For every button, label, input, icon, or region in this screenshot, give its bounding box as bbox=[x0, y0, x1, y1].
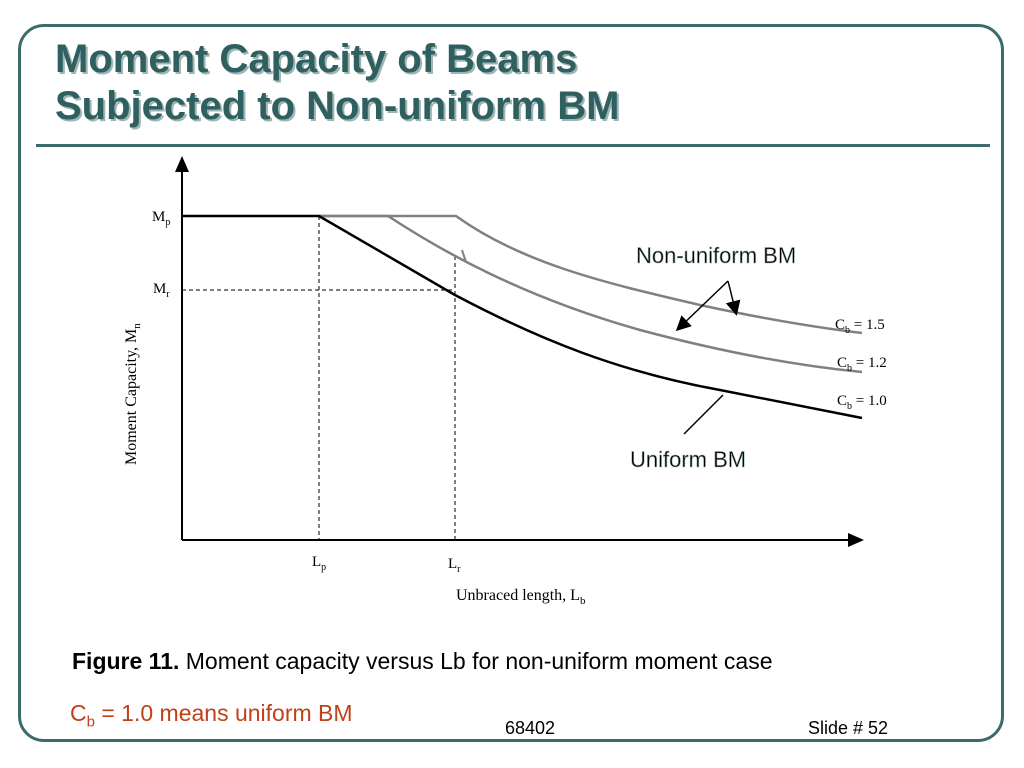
curve-cb-1-5 bbox=[319, 214, 863, 335]
cb-note: Cb = 1.0 means uniform BM bbox=[70, 700, 353, 731]
curve-cb-1-2 bbox=[319, 214, 863, 374]
nonuniform-bm-label: Non-uniform BM bbox=[636, 243, 796, 268]
x-axis-label: Unbraced length, Lb bbox=[456, 587, 586, 607]
mp-label: Mp bbox=[152, 209, 170, 228]
x-axis-arrow-icon bbox=[848, 533, 864, 547]
curve-tick-mark bbox=[461, 249, 467, 263]
slide-frame bbox=[18, 24, 1004, 742]
title-rule bbox=[36, 144, 990, 147]
nonuniform-arrow-2 bbox=[725, 280, 741, 316]
title-line-2: Subjected to Non-uniform BM bbox=[55, 84, 620, 128]
lr-label: Lr bbox=[448, 556, 461, 575]
curve-label-cb-1-5: Cb = 1.5 bbox=[835, 317, 885, 336]
lp-label: Lp bbox=[312, 554, 326, 573]
y-axis-label: Moment Capacity, Mn bbox=[123, 323, 143, 465]
uniform-arrow bbox=[683, 394, 724, 435]
figure-caption: Figure 11. Moment capacity versus Lb for… bbox=[72, 648, 773, 675]
mr-label: Mr bbox=[153, 281, 170, 300]
curve-cb-1-0 bbox=[182, 214, 863, 420]
uniform-bm-label: Uniform BM bbox=[630, 447, 746, 472]
figure-caption-label: Figure 11. bbox=[72, 648, 180, 674]
title-line-1: Moment Capacity of Beams bbox=[55, 37, 578, 81]
nonuniform-arrow-1 bbox=[675, 280, 729, 332]
cb-note-sub: b bbox=[86, 713, 95, 731]
curve-label-cb-1-2: Cb = 1.2 bbox=[837, 355, 887, 374]
cb-note-text: = 1.0 means uniform BM bbox=[94, 700, 353, 726]
cb-note-c: C bbox=[70, 700, 87, 726]
slide-title: Moment Capacity of Beams Subjected to No… bbox=[55, 36, 619, 130]
y-axis-arrow-icon bbox=[175, 156, 189, 172]
figure-caption-text: Moment capacity versus Lb for non-unifor… bbox=[179, 648, 773, 674]
footer-number: 68402 bbox=[505, 718, 556, 738]
slide-number: Slide # 52 bbox=[808, 718, 889, 738]
curve-label-cb-1-0: Cb = 1.0 bbox=[837, 393, 887, 412]
